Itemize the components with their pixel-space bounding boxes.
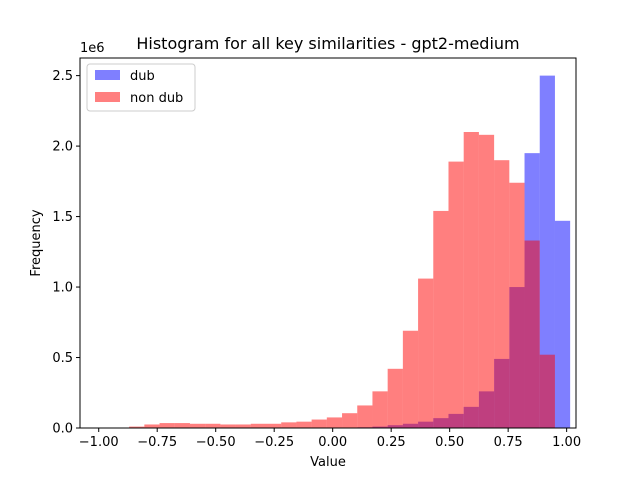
bar-non-dub: [129, 426, 145, 428]
bar-non-dub: [402, 330, 419, 428]
bar-non-dub: [524, 240, 540, 428]
y-tick-label: 1.0: [52, 281, 73, 296]
x-axis-ticks: −1.00 −0.75 −0.50 −0.25 0.00 0.25 0.50 0.75 1.00: [79, 428, 581, 450]
bar-dub: [554, 220, 571, 428]
bar-non-dub: [205, 423, 221, 428]
bar-non-dub: [418, 278, 434, 428]
bar-non-dub: [281, 422, 297, 428]
legend: dub non dub: [86, 63, 196, 112]
bar-non-dub: [235, 424, 251, 428]
y-axis-ticks: 0.0 0.5 1.0 1.5 2.0 2.5: [52, 69, 80, 437]
x-tick-label: −0.75: [137, 435, 177, 450]
bar-non-dub: [478, 134, 495, 428]
legend-swatch-dub: [95, 70, 120, 80]
x-tick-label: −0.25: [254, 435, 294, 450]
x-tick-label: 0.00: [318, 435, 347, 450]
bar-non-dub: [311, 419, 327, 428]
bar-non-dub: [357, 405, 373, 428]
bar-non-dub: [494, 160, 510, 428]
bar-non-dub: [220, 424, 236, 428]
bar-dub: [539, 75, 555, 429]
bar-non-dub: [448, 161, 464, 428]
y-tick-label: 0.0: [52, 422, 73, 437]
bar-non-dub: [266, 423, 282, 428]
x-tick-label: −1.00: [79, 435, 119, 450]
bar-non-dub: [433, 210, 449, 428]
y-tick-label: 2.0: [52, 140, 73, 155]
bar-non-dub: [144, 424, 160, 428]
x-tick-label: 0.25: [377, 435, 406, 450]
bar-non-dub: [463, 132, 479, 428]
bar-non-dub: [159, 423, 175, 428]
x-tick-label: 1.00: [552, 435, 581, 450]
legend-label-non-dub: non dub: [130, 91, 183, 106]
bar-non-dub: [250, 423, 266, 428]
bar-non-dub: [372, 391, 388, 428]
bar-non-dub: [174, 423, 190, 428]
legend-label-dub: dub: [130, 69, 155, 84]
bar-non-dub: [387, 368, 403, 428]
bar-non-dub: [189, 423, 206, 428]
y-axis-label: Frequency: [29, 209, 44, 276]
bar-non-dub: [509, 182, 525, 428]
y-offset-label: 1e6: [80, 41, 105, 56]
bar-non-dub: [296, 421, 312, 428]
x-tick-label: 0.50: [435, 435, 464, 450]
legend-swatch-non-dub: [95, 92, 120, 102]
x-tick-label: −0.50: [196, 435, 236, 450]
y-tick-label: 2.5: [52, 69, 73, 84]
plot-frame: [79, 57, 577, 429]
bars-layer: [129, 75, 571, 429]
y-tick-label: 0.5: [52, 351, 73, 366]
y-tick-label: 1.5: [52, 210, 73, 225]
chart-title: Histogram for all key similarities - gpt…: [136, 34, 519, 53]
bar-non-dub: [326, 417, 343, 428]
x-tick-label: 0.75: [494, 435, 523, 450]
bar-non-dub: [539, 354, 555, 428]
bar-non-dub: [342, 413, 358, 428]
x-axis-label: Value: [310, 455, 346, 470]
